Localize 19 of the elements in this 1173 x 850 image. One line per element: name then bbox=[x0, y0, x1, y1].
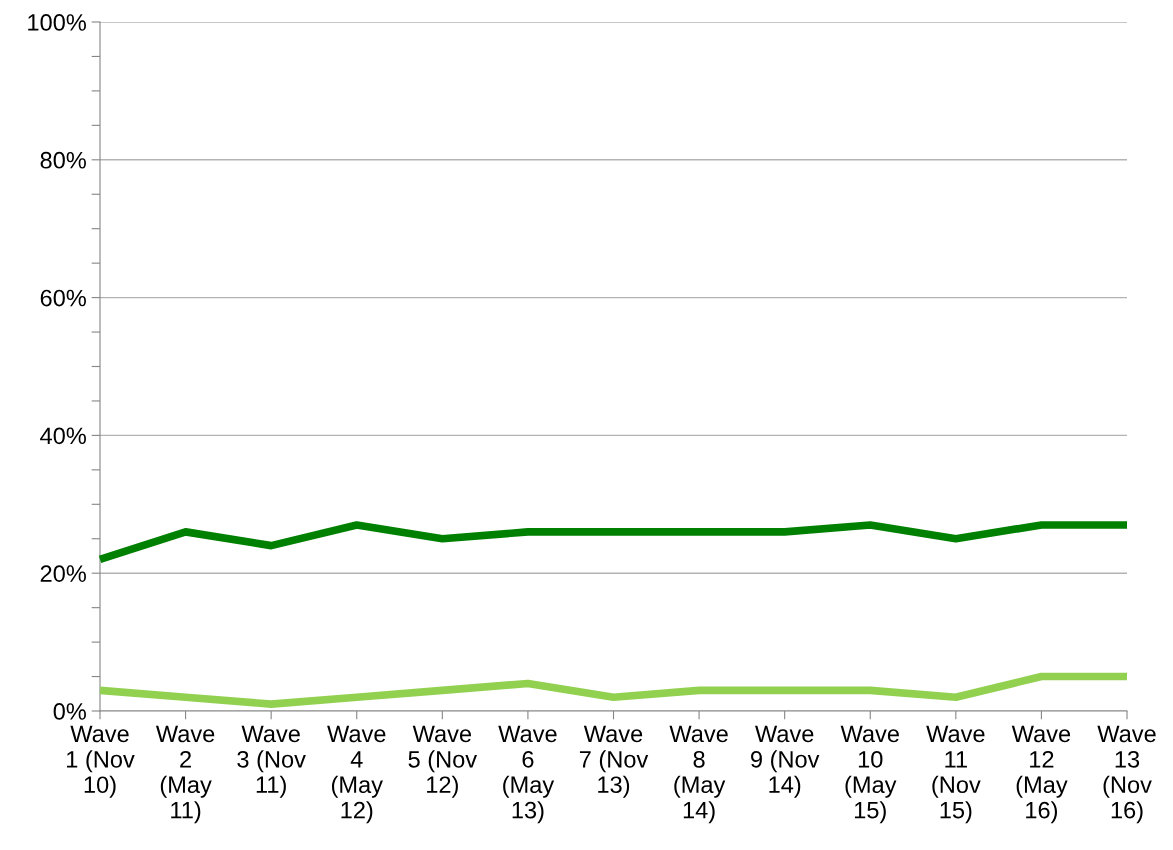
x-tick-label: Wave 12 (May 16) bbox=[1011, 725, 1071, 824]
y-tick-label: 40% bbox=[40, 427, 86, 445]
x-tick-label: Wave 10 (May 15) bbox=[840, 725, 899, 824]
x-tick-label: Wave 1 (Nov 10) bbox=[67, 725, 135, 798]
x-tick-label: Wave 7 (Nov 13) bbox=[579, 725, 649, 798]
y-tick-label: 20% bbox=[40, 565, 86, 582]
y-tick-label: 60% bbox=[40, 289, 86, 307]
x-tick-label: Wave 4 (May 12) bbox=[327, 725, 386, 824]
x-tick-label: Wave 9 (Nov 14) bbox=[751, 725, 820, 798]
x-tick-label: Wave 6 (May 13) bbox=[498, 725, 557, 824]
x-tick-label: Wave 5 (Nov 12) bbox=[408, 725, 478, 798]
x-tick-label: Wave 13 (Nov 16) bbox=[1097, 725, 1156, 824]
x-tick-label: Wave 3 (Nov 11) bbox=[237, 725, 306, 798]
x-tick-label: Wave 8 (May 14) bbox=[669, 725, 728, 824]
y-tick-label: 0% bbox=[53, 703, 86, 720]
y-tick-label: 80% bbox=[40, 151, 86, 169]
x-tick-label: Wave 11 (Nov 15) bbox=[926, 725, 985, 824]
x-tick-label: Wave 2 (May 11) bbox=[155, 725, 215, 824]
y-tick-label: 100% bbox=[28, 14, 86, 31]
